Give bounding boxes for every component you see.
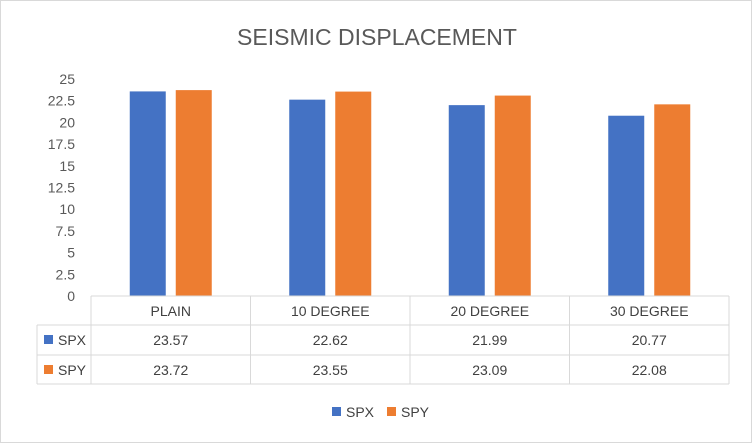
table-cell: 20.77 <box>632 332 667 348</box>
category-label: PLAIN <box>151 303 191 319</box>
y-tick-label: 22.5 <box>48 93 75 109</box>
legend-label: SPY <box>401 404 430 420</box>
table-cell: 22.62 <box>313 332 348 348</box>
bar-spy <box>654 104 691 296</box>
table-series-key <box>44 335 53 344</box>
category-label: 20 DEGREE <box>450 303 529 319</box>
table-cell: 23.72 <box>153 362 188 378</box>
data-table: PLAIN 10 DEGREE 20 DEGREE 30 DEGREE SPX 23.57… <box>36 295 730 385</box>
y-tick-label: 15 <box>59 158 75 174</box>
bar-spx <box>289 99 326 296</box>
bar-spy <box>494 95 531 296</box>
y-tick-label: 5 <box>67 245 75 261</box>
y-tick-label: 7.5 <box>56 223 76 239</box>
bar-spx <box>129 91 166 296</box>
legend-label: SPX <box>346 404 375 420</box>
table-series-key <box>44 365 53 374</box>
y-tick-label: 2.5 <box>56 266 76 282</box>
bars <box>129 90 691 296</box>
y-tick-label: 20 <box>59 114 75 130</box>
bar-spy <box>335 91 372 296</box>
table-cell: 23.57 <box>153 332 188 348</box>
table-cell: 22.08 <box>632 362 667 378</box>
chart-title: SEISMIC DISPLACEMENT <box>237 24 517 50</box>
y-tick-label: 17.5 <box>48 136 75 152</box>
bar-spx <box>448 105 485 296</box>
table-series-name: SPX <box>58 332 87 348</box>
legend-swatch <box>332 407 341 416</box>
y-axis: 0 2.5 5 7.5 10 12.5 15 17.5 20 22.5 25 <box>48 71 75 304</box>
table-cell: 21.99 <box>472 332 507 348</box>
table-cell: 23.09 <box>472 362 507 378</box>
legend: SPX SPY <box>332 404 430 420</box>
bar-spx <box>608 115 645 296</box>
y-tick-label: 0 <box>67 288 75 304</box>
table-cell: 23.55 <box>313 362 348 378</box>
table-series-name: SPY <box>58 362 87 378</box>
category-label: 30 DEGREE <box>610 303 689 319</box>
y-tick-label: 12.5 <box>48 180 75 196</box>
legend-swatch <box>387 407 396 416</box>
y-tick-label: 10 <box>59 201 75 217</box>
category-label: 10 DEGREE <box>291 303 370 319</box>
y-tick-label: 25 <box>59 71 75 87</box>
bar-spy <box>175 90 212 296</box>
